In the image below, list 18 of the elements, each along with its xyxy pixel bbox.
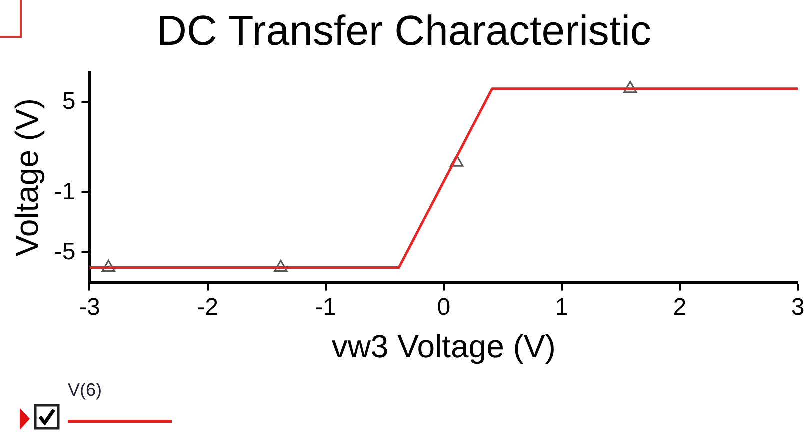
point	[624, 81, 638, 94]
point	[102, 260, 116, 272]
text: V(6)	[68, 380, 102, 401]
x-tick-label: -1	[315, 294, 336, 321]
x-tick-label: 2	[673, 294, 687, 321]
x-tick-label: 3	[791, 294, 805, 321]
chart-title: DC Transfer Characteristic	[156, 6, 652, 54]
x-tick-label: -3	[79, 294, 100, 321]
point	[450, 154, 464, 167]
y-axis-title: Voltage (V)	[9, 98, 46, 257]
x-tick-label: 0	[437, 294, 451, 321]
y-tick-label: -5	[54, 238, 76, 266]
x-tick-label: -2	[197, 294, 218, 321]
point	[274, 260, 288, 272]
x-tick-label: 1	[555, 294, 569, 321]
x-axis-title: vw3 Voltage (V)	[332, 328, 556, 365]
y-tick-label: 5	[62, 88, 76, 116]
y-tick-label: -1	[54, 178, 76, 206]
